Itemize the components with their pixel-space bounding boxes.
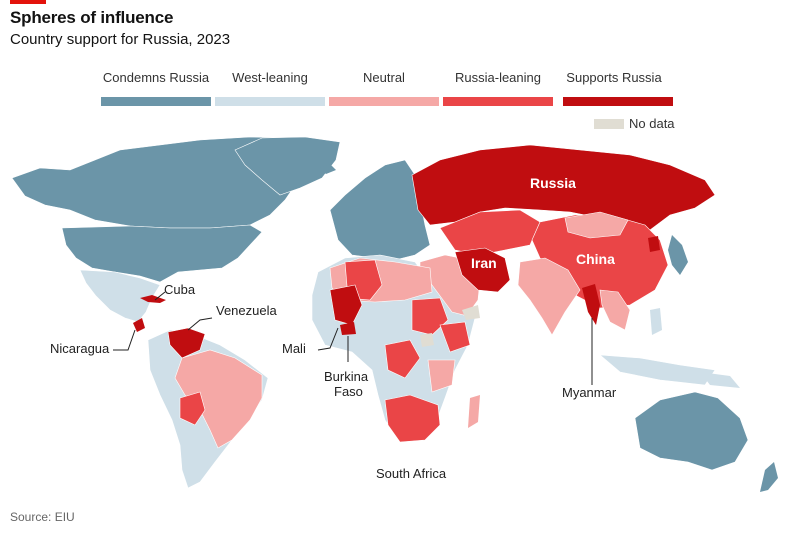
region-bolivia: [179, 391, 206, 426]
region-iran: [454, 247, 511, 293]
region-mexico: [79, 269, 161, 323]
label-faso: Faso: [334, 384, 363, 399]
legend-swatch-russia-leaning: [443, 97, 553, 106]
label-russia: Russia: [530, 175, 576, 191]
region-central-africa: [384, 339, 421, 379]
region-new-guinea: [700, 372, 740, 388]
region-southern-africa: [384, 394, 441, 443]
label-burkina: Burkina: [324, 369, 369, 384]
region-se-asia: [599, 289, 631, 331]
region-australia: [634, 391, 749, 471]
label-iran: Iran: [471, 255, 497, 271]
legend-swatch-supports: [563, 97, 673, 106]
source-note: Source: EIU: [10, 510, 75, 524]
region-east-africa: [427, 359, 456, 393]
legend-label-neutral: Neutral: [363, 70, 405, 85]
legend-swatch-nodata: [594, 119, 624, 129]
label-south-africa: South Africa: [376, 466, 447, 481]
region-japan: [668, 235, 688, 275]
chart-subtitle: Country support for Russia, 2023: [10, 31, 231, 48]
region-india: [517, 257, 581, 336]
label-cuba: Cuba: [164, 282, 196, 297]
region-north-korea: [648, 236, 660, 252]
legend-label-west-leaning: West-leaning: [232, 70, 308, 85]
region-usa: [61, 224, 263, 283]
region-burkina-faso: [340, 322, 356, 335]
region-iceland: [318, 164, 336, 174]
region-venezuela: [167, 327, 206, 359]
region-nicaragua: [133, 318, 145, 332]
label-venezuela: Venezuela: [216, 303, 277, 318]
legend-swatch-condemns: [101, 97, 211, 106]
region-nodata: [462, 305, 480, 320]
region-mongolia: [564, 211, 629, 239]
region-cuba: [140, 295, 166, 303]
region-brazil: [174, 349, 263, 449]
region-indonesia: [599, 354, 716, 386]
region-myanmar: [582, 284, 600, 325]
region-sudan: [411, 297, 449, 336]
region-nodata-2: [420, 333, 434, 347]
label-myanmar: Myanmar: [562, 385, 617, 400]
region-mali: [329, 284, 363, 326]
brand-red-tag: [10, 0, 46, 4]
region-greenland: [234, 136, 341, 196]
legend-label-condemns: Condemns Russia: [102, 70, 210, 85]
label-nicaragua: Nicaragua: [50, 341, 110, 356]
legend-label-supports: Supports Russia: [566, 70, 662, 85]
legend-swatch-neutral: [329, 97, 439, 106]
region-ethiopia: [439, 321, 471, 353]
chart-title: Spheres of influence: [10, 8, 174, 27]
leader-lines: [113, 291, 593, 385]
region-madagascar: [468, 395, 480, 428]
legend-swatch-west-leaning: [215, 97, 325, 106]
region-philippines: [650, 308, 662, 335]
label-china: China: [576, 251, 615, 267]
world-map: Russia China Iran Cuba Venezuela Nicarag…: [11, 136, 778, 492]
legend-label-russia-leaning: Russia-leaning: [455, 70, 541, 85]
region-new-zealand: [760, 462, 778, 492]
region-europe: [329, 159, 431, 261]
legend-label-nodata: No data: [629, 116, 675, 131]
label-mali: Mali: [282, 341, 306, 356]
